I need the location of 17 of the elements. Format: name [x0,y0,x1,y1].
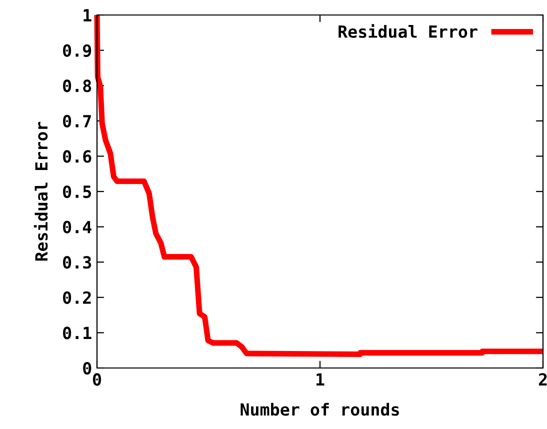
x-tick-label: 0 [92,373,102,386]
x-tick-label: 1 [316,373,324,386]
legend-label: Residual Error [338,24,478,38]
y-tick-label: 0.1 [63,326,92,340]
y-tick-label: 0.7 [63,114,91,128]
y-tick-label: 0.8 [63,80,92,92]
y-axis-title: Residual Error [34,122,48,261]
y-tick-label: 0.4 [63,220,92,234]
y-tick-label: 0.3 [63,256,92,269]
x-tick-label: 2 [538,373,547,386]
y-tick-label: 0.2 [63,291,91,304]
x-axis-title: Number of rounds [240,402,399,416]
y-tick-label: 0.6 [63,150,92,163]
y-tick-label: 0.5 [63,185,92,198]
y-tick-label: 1 [84,9,92,22]
y-tick-label: 0 [83,362,92,375]
y-tick-label: 0.9 [63,44,92,57]
